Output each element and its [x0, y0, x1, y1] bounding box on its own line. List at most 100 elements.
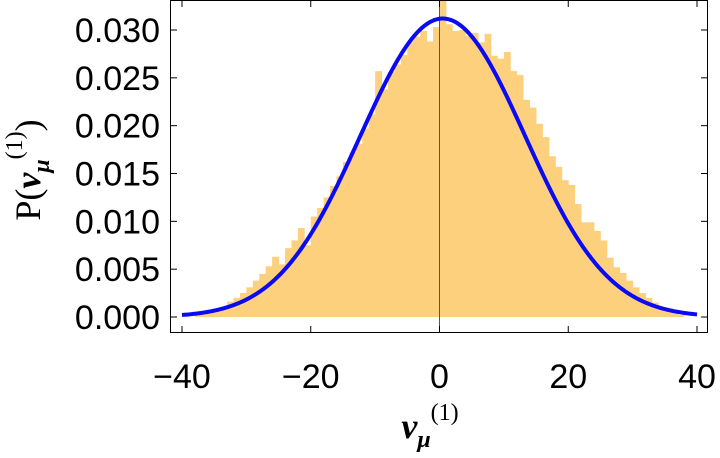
y-axis-title-sup: (1) [2, 131, 28, 159]
x-axis-title: νμ(1) [401, 400, 458, 453]
histogram-bar [323, 197, 331, 317]
histogram-bar [671, 313, 679, 317]
histogram-bar [420, 30, 428, 318]
histogram-bar [639, 293, 646, 317]
histogram-bar [445, 24, 453, 317]
histogram-bar [394, 64, 402, 317]
histogram-bar [246, 287, 254, 317]
histogram-bar [471, 32, 479, 318]
histogram-bar [600, 240, 608, 317]
y-tick-label: 0.005 [75, 251, 160, 289]
histogram-bar [297, 228, 305, 317]
y-axis-title-suffix: ) [8, 119, 48, 131]
histogram-bar [503, 52, 511, 317]
histogram-bar [330, 185, 337, 317]
y-tick-label: 0.020 [75, 108, 160, 146]
histogram-bar [220, 306, 228, 317]
histogram-bar [252, 280, 260, 317]
histogram-bar [497, 58, 505, 317]
histogram-bar [207, 311, 215, 317]
histogram-bar [285, 248, 292, 317]
x-tick-label: −20 [282, 358, 340, 396]
histogram-bar [561, 180, 569, 317]
histogram-bar [594, 230, 601, 317]
y-tick-label: 0.000 [75, 299, 160, 337]
x-tick-label: −40 [153, 358, 211, 396]
histogram-bar [581, 222, 588, 317]
histogram-bar [433, 27, 440, 317]
histogram-bar [375, 71, 382, 317]
histogram-bar [201, 313, 209, 317]
histogram-bar [484, 33, 492, 317]
histogram-bar [626, 280, 634, 317]
x-tick-label: 20 [549, 358, 587, 396]
histogram-bar [355, 143, 363, 317]
histogram-bar [278, 264, 286, 317]
histogram-bar [542, 137, 550, 317]
y-axis-title-sub: μ [29, 159, 55, 174]
histogram-bar [259, 273, 267, 317]
histogram-bar [465, 35, 473, 318]
histogram-bar [613, 267, 621, 317]
histogram-bar [606, 257, 614, 317]
histogram-bar [381, 89, 389, 317]
histogram-bar [349, 152, 357, 317]
histogram-bar [291, 240, 299, 317]
histogram-bar [555, 166, 563, 317]
histogram-bar [368, 114, 376, 317]
histogram-bar [342, 162, 350, 317]
histogram-bar [632, 287, 640, 317]
histogram-bar [407, 41, 415, 317]
y-tick-label: 0.015 [75, 156, 160, 194]
x-tick-label: 0 [430, 358, 449, 396]
histogram-bar [400, 54, 408, 318]
histogram-bar [227, 301, 234, 317]
histogram-bar [574, 204, 582, 317]
x-tick-label: 40 [678, 358, 716, 396]
histogram-bar [362, 128, 370, 317]
x-axis-title-base: ν [401, 406, 418, 446]
histogram-bar [317, 207, 325, 317]
histogram-bar [651, 302, 659, 317]
histogram-bar [413, 36, 421, 317]
histogram-bar [478, 42, 485, 317]
histogram-bar [645, 297, 653, 317]
histogram-bar [388, 72, 395, 317]
x-axis-ticks: −40 −20 0 20 40 [153, 0, 716, 396]
histogram-bar [568, 184, 576, 317]
histogram-bar [658, 307, 666, 317]
histogram-bar [233, 297, 241, 317]
histogram-bar [523, 99, 531, 317]
histogram-bar [452, 30, 460, 318]
histogram-bar [619, 272, 627, 317]
histogram-bar [458, 30, 466, 317]
x-axis-title-sup: (1) [431, 400, 459, 426]
histogram-bar [439, 0, 447, 317]
histogram-bar [265, 266, 273, 317]
x-axis-title-sub: μ [415, 427, 430, 453]
histogram-bar [664, 310, 672, 317]
y-tick-label: 0.030 [75, 12, 160, 50]
histogram-bar [516, 74, 524, 318]
histogram-bar [510, 71, 518, 317]
histogram-bar [194, 315, 202, 317]
histogram-bar [214, 309, 222, 317]
histogram-bar [310, 216, 318, 317]
histogram-bar [239, 293, 247, 317]
histogram-bar [491, 55, 498, 317]
y-axis-title: P(νμ(1)) [2, 119, 55, 220]
histogram-bar [529, 107, 537, 318]
histogram-bar [272, 256, 279, 317]
histogram-bar [536, 123, 543, 317]
fitted-gaussian-curve [181, 16, 698, 317]
y-tick-label: 0.010 [75, 203, 160, 241]
histogram-bar [426, 41, 434, 317]
histogram-bar [677, 315, 685, 317]
y-axis-title-prefix: P( [8, 189, 48, 221]
histogram-bar [304, 245, 312, 317]
histogram-bar [587, 222, 595, 317]
histogram-bar [548, 156, 556, 317]
histogram-bars [194, 0, 685, 318]
y-axis-ticks: 0.000 0.005 0.010 0.015 0.020 0.025 0.030 [75, 12, 708, 337]
